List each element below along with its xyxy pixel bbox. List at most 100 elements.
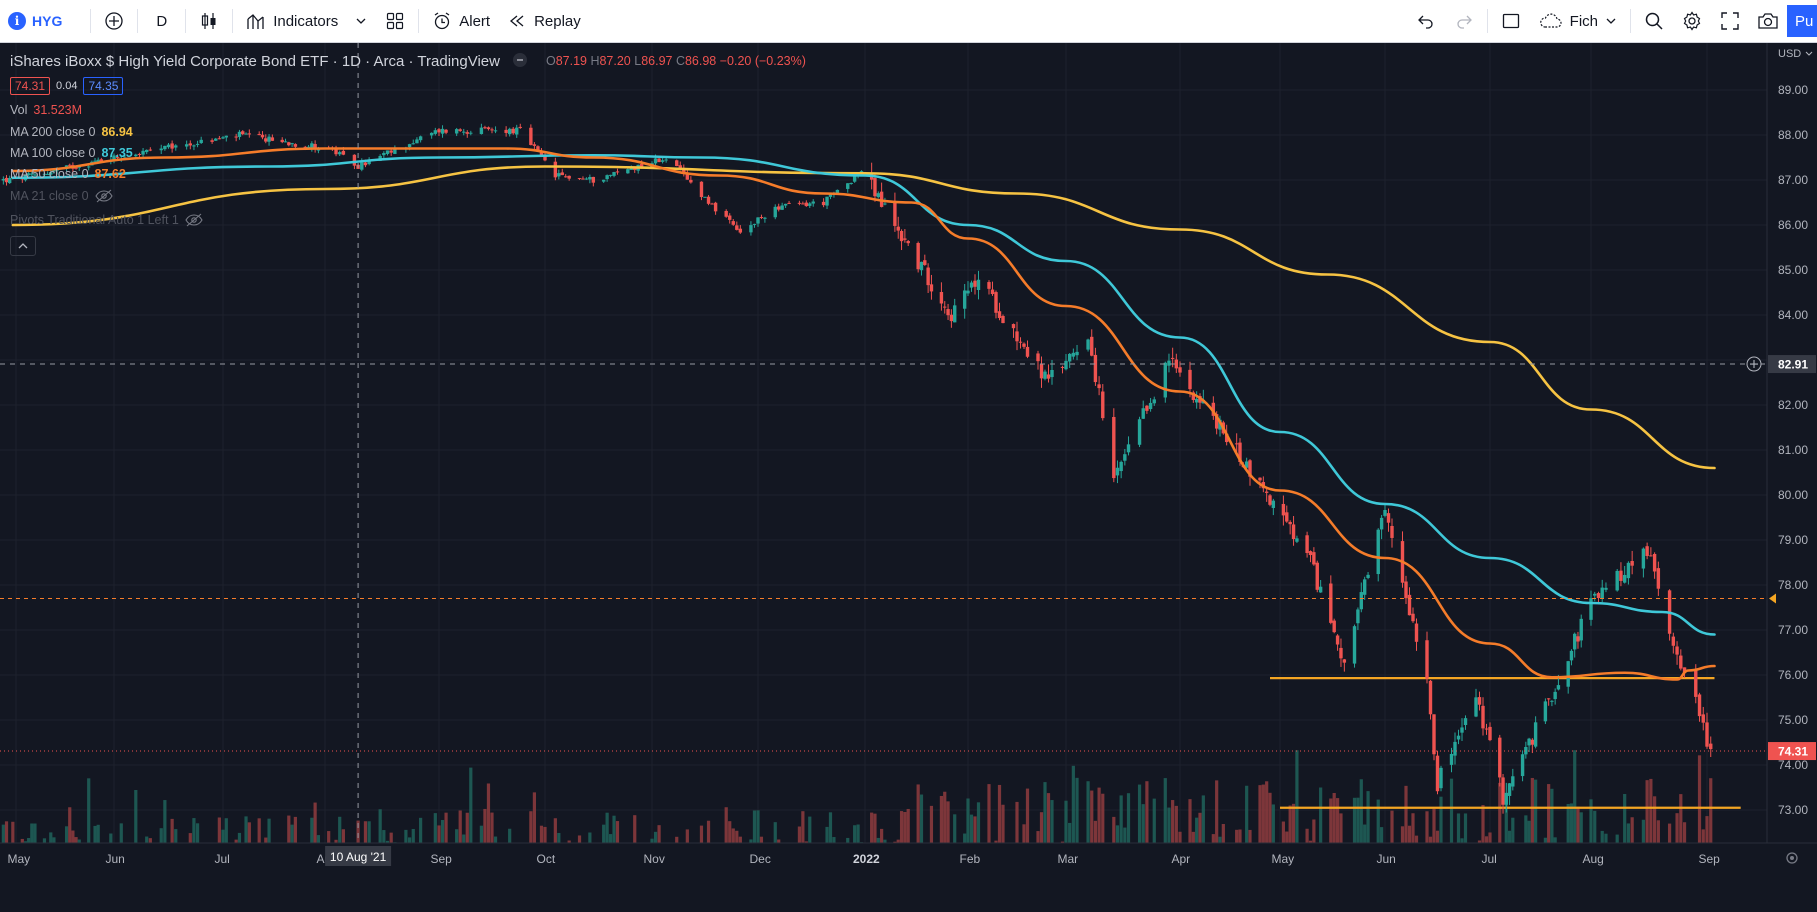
candle[interactable] [1126,444,1131,453]
candle[interactable] [1645,546,1649,556]
candle[interactable] [1488,726,1492,741]
candle[interactable] [1022,343,1026,347]
candle[interactable] [626,169,630,174]
candle[interactable] [1589,598,1593,620]
candle[interactable] [1484,728,1489,730]
candle[interactable] [1224,433,1229,443]
candle[interactable] [1630,561,1634,566]
candle[interactable] [1318,586,1323,593]
candle[interactable] [532,144,537,146]
candle[interactable] [1463,718,1468,726]
candle[interactable] [633,168,637,170]
candle[interactable] [1025,346,1030,357]
candle[interactable] [949,314,954,322]
candle[interactable] [418,136,423,141]
candle[interactable] [752,223,757,225]
candle[interactable] [801,203,805,205]
alert-button[interactable]: Alert [423,0,498,42]
candle[interactable] [1550,700,1554,702]
candle[interactable] [192,145,196,147]
candle[interactable] [199,139,203,144]
candle[interactable] [393,147,397,154]
candle[interactable] [1093,354,1098,383]
candle[interactable] [1234,443,1239,445]
candle[interactable] [490,129,494,131]
redo-button[interactable] [1445,0,1483,42]
candle[interactable] [1460,727,1464,733]
publish-button[interactable]: Pu [1787,5,1817,37]
candle[interactable] [1043,371,1047,379]
candle[interactable] [389,150,393,153]
candle[interactable] [293,144,298,147]
candle[interactable] [973,280,977,287]
candle[interactable] [415,139,419,144]
interval-button[interactable]: D [142,0,181,42]
candle[interactable] [1376,529,1380,575]
candle[interactable] [1211,402,1216,416]
candle[interactable] [657,158,661,163]
candle[interactable] [1214,414,1219,429]
candle[interactable] [1511,776,1515,787]
candle[interactable] [407,144,412,148]
candle[interactable] [1039,364,1044,379]
candle[interactable] [852,176,857,182]
candle[interactable] [1543,701,1548,722]
candle[interactable] [577,178,582,180]
candle[interactable] [1682,667,1687,674]
candle[interactable] [1,178,6,181]
candle[interactable] [943,306,947,308]
candle[interactable] [804,202,809,207]
candle[interactable] [1308,551,1313,556]
candle[interactable] [1086,339,1090,350]
candle[interactable] [214,138,218,141]
candle[interactable] [896,226,900,231]
candle[interactable] [780,205,784,210]
candle[interactable] [163,145,167,150]
candle[interactable] [997,311,1002,318]
moving-average-line[interactable] [11,147,1716,681]
candle[interactable] [313,144,317,150]
candle[interactable] [608,174,613,176]
candle[interactable] [1359,592,1363,610]
legend-pivots[interactable]: Pivots Traditional Auto 1 Left 1 [10,208,806,232]
candle[interactable] [1579,618,1583,641]
series-title[interactable]: iShares iBoxx $ High Yield Corporate Bon… [10,52,500,70]
candle[interactable] [1191,392,1196,400]
candle[interactable] [821,201,826,206]
candle[interactable] [290,143,294,145]
candle[interactable] [1123,454,1127,461]
candle[interactable] [1414,623,1419,642]
candle[interactable] [1428,680,1433,715]
candle[interactable] [1244,461,1249,468]
candle[interactable] [188,143,192,146]
candle[interactable] [1386,513,1391,523]
candle[interactable] [906,240,910,244]
candle[interactable] [1291,524,1296,540]
candle[interactable] [612,172,616,176]
candle[interactable] [93,160,97,162]
candle[interactable] [352,154,357,166]
candle[interactable] [828,193,833,197]
candle[interactable] [591,176,596,183]
candle[interactable] [264,138,268,142]
candle[interactable] [564,176,568,178]
candle[interactable] [1145,405,1149,411]
candle[interactable] [1238,442,1242,462]
candle[interactable] [835,189,840,194]
candle[interactable] [469,132,473,134]
candle[interactable] [99,159,104,162]
candle[interactable] [367,160,371,165]
candle[interactable] [310,143,314,148]
candle[interactable] [664,159,668,161]
candle[interactable] [1432,714,1436,755]
candle[interactable] [738,228,743,233]
candle[interactable] [511,128,515,134]
candle[interactable] [1352,626,1357,664]
candle[interactable] [1036,353,1040,362]
candle[interactable] [45,173,50,175]
candle[interactable] [893,202,897,226]
candle[interactable] [1520,754,1525,777]
candle[interactable] [1170,357,1175,359]
candle[interactable] [26,173,31,176]
candle[interactable] [1268,495,1272,505]
